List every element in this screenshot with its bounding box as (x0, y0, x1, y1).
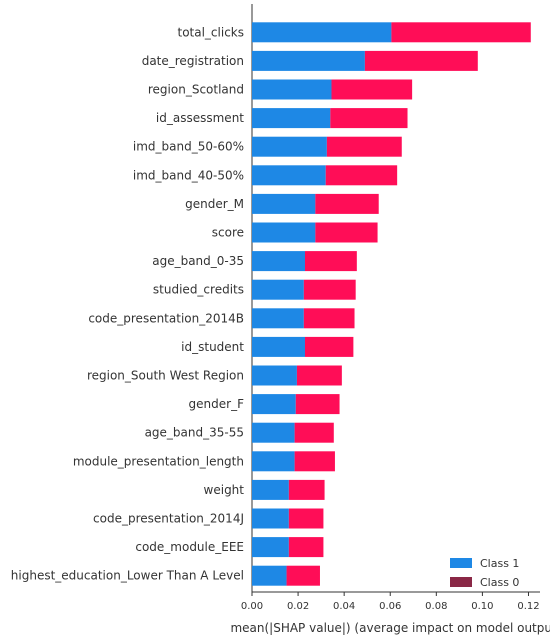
bar-class-0 (303, 279, 356, 300)
feature-label: code_presentation_2014B (88, 311, 244, 325)
bar-class-0 (294, 422, 334, 443)
feature-label: id_assessment (156, 111, 244, 125)
feature-label: region_Scotland (148, 83, 244, 97)
bar-class-0 (331, 79, 413, 100)
feature-label: total_clicks (177, 25, 244, 39)
bar-class-1 (252, 136, 327, 157)
bar-class-1 (252, 50, 365, 71)
feature-label: region_South West Region (87, 369, 244, 383)
bar-class-1 (252, 422, 295, 443)
x-tick-label: 0.02 (287, 601, 309, 612)
bar-class-0 (295, 394, 340, 415)
feature-label: module_presentation_length (73, 454, 244, 468)
bar-class-0 (288, 508, 324, 529)
bar-class-1 (252, 479, 289, 500)
legend-swatch-class-1 (450, 558, 472, 568)
bar-class-1 (252, 79, 332, 100)
bar-class-0 (315, 193, 379, 214)
bar-class-0 (303, 308, 355, 329)
feature-label: gender_M (185, 197, 244, 211)
bar-class-1 (252, 336, 305, 357)
legend-label: Class 1 (480, 557, 519, 570)
bar-class-1 (252, 222, 316, 243)
bar-class-1 (252, 394, 296, 415)
bar-class-1 (252, 451, 295, 472)
bar-class-1 (252, 251, 305, 272)
x-axis-title: mean(|SHAP value|) (average impact on mo… (230, 621, 550, 635)
feature-label: code_presentation_2014J (93, 512, 244, 526)
bar-class-0 (294, 451, 335, 472)
x-tick-label: 0.08 (425, 601, 447, 612)
bar-class-0 (288, 537, 324, 558)
x-tick-label: 0.12 (517, 601, 539, 612)
bar-class-1 (252, 279, 304, 300)
bar-class-0 (304, 336, 354, 357)
bar-class-1 (252, 365, 297, 386)
x-tick-label: 0.04 (333, 601, 355, 612)
bar-class-0 (288, 479, 325, 500)
feature-label: code_module_EEE (135, 540, 244, 554)
bar-class-0 (315, 222, 378, 243)
x-tick-label: 0.06 (379, 601, 401, 612)
bar-class-1 (252, 108, 331, 129)
feature-label: highest_education_Lower Than A Level (11, 569, 244, 583)
feature-label: date_registration (142, 54, 244, 68)
bar-class-0 (391, 22, 531, 43)
feature-label: imd_band_40-50% (133, 168, 244, 182)
feature-label: age_band_0-35 (152, 254, 244, 268)
feature-label: id_student (181, 340, 244, 354)
legend-swatch-class-0 (450, 577, 472, 587)
bar-class-0 (326, 136, 402, 157)
x-tick-label: 0.10 (471, 601, 493, 612)
legend-label: Class 0 (480, 576, 519, 589)
x-tick-label: 0.00 (241, 601, 263, 612)
bar-class-0 (330, 108, 408, 129)
bar-class-0 (304, 251, 357, 272)
feature-label: imd_band_50-60% (133, 140, 244, 154)
bar-class-1 (252, 565, 287, 586)
feature-label: weight (204, 483, 245, 497)
bar-class-0 (325, 165, 398, 186)
feature-label: studied_credits (153, 283, 244, 297)
bar-class-1 (252, 22, 392, 43)
bar-class-0 (364, 50, 478, 71)
bar-class-1 (252, 537, 289, 558)
feature-label: score (212, 226, 244, 240)
feature-label: age_band_35-55 (145, 426, 244, 440)
bar-class-1 (252, 308, 304, 329)
bar-class-0 (296, 365, 342, 386)
bar-class-1 (252, 165, 326, 186)
feature-label: gender_F (189, 397, 245, 411)
bar-class-0 (286, 565, 320, 586)
bar-class-1 (252, 193, 316, 214)
bar-class-1 (252, 508, 289, 529)
